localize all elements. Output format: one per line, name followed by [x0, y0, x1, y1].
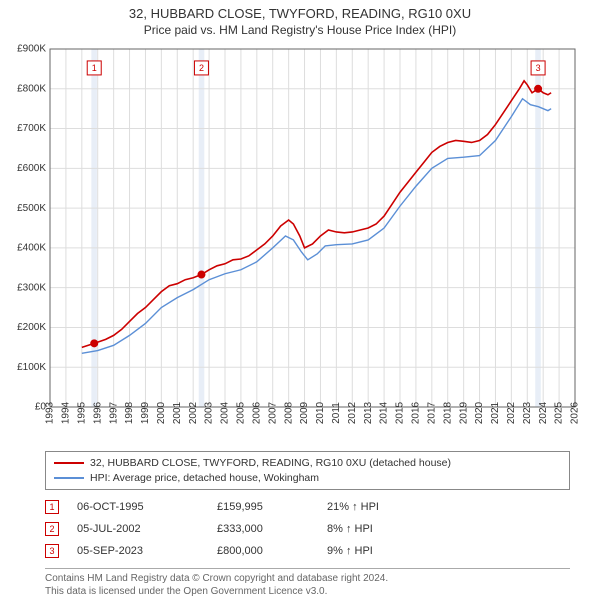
x-tick-label: 2019	[458, 401, 469, 424]
sale-row: 1 06-OCT-1995£159,99521% ↑ HPI	[45, 496, 570, 518]
x-tick-label: 1998	[124, 401, 135, 424]
sale-dot	[198, 271, 205, 278]
legend-label: 32, HUBBARD CLOSE, TWYFORD, READING, RG1…	[90, 456, 451, 471]
sale-price: £159,995	[217, 501, 327, 513]
x-tick-label: 2004	[220, 401, 231, 424]
legend-label: HPI: Average price, detached house, Woki…	[90, 471, 319, 486]
x-tick-label: 2005	[236, 401, 247, 424]
x-tick-label: 2000	[156, 401, 167, 424]
x-tick-label: 1999	[140, 401, 151, 424]
footer-attribution: Contains HM Land Registry data © Crown c…	[45, 568, 570, 598]
highlight-band	[199, 49, 205, 407]
sale-date: 06-OCT-1995	[77, 501, 217, 513]
sale-marker-number: 3	[536, 63, 541, 73]
x-tick-label: 2003	[204, 401, 215, 424]
sale-marker-ref: 1	[45, 500, 59, 514]
x-tick-label: 2026	[570, 401, 581, 424]
y-tick-label: £400K	[17, 243, 46, 254]
y-tick-label: £300K	[17, 282, 46, 293]
x-tick-label: 2024	[538, 401, 549, 424]
x-tick-label: 2011	[331, 402, 342, 424]
x-tick-label: 2025	[554, 401, 565, 424]
x-tick-label: 2016	[411, 401, 422, 424]
x-tick-label: 2017	[426, 401, 437, 424]
sale-date: 05-SEP-2023	[77, 545, 217, 557]
x-tick-label: 2020	[474, 401, 485, 424]
legend-swatch	[54, 477, 84, 479]
sales-table: 1 06-OCT-1995£159,99521% ↑ HPI 2 05-JUL-200…	[45, 496, 570, 562]
sale-marker-ref: 2	[45, 522, 59, 536]
x-tick-label: 2018	[442, 401, 453, 424]
x-tick-label: 2002	[188, 401, 199, 424]
y-tick-label: £600K	[17, 163, 46, 174]
y-tick-label: £200K	[17, 322, 46, 333]
x-tick-label: 1995	[76, 401, 87, 424]
x-tick-label: 2012	[347, 401, 358, 424]
sale-dot	[91, 340, 98, 347]
x-tick-label: 2006	[251, 401, 262, 424]
highlight-band	[535, 49, 541, 407]
chart-svg: £0£100K£200K£300K£400K£500K£600K£700K£80…	[0, 37, 600, 447]
x-tick-label: 2014	[379, 401, 390, 424]
legend-item: 32, HUBBARD CLOSE, TWYFORD, READING, RG1…	[54, 456, 561, 471]
x-tick-label: 2010	[315, 401, 326, 424]
sale-dot	[535, 85, 542, 92]
x-tick-label: 1997	[108, 401, 119, 424]
legend-item: HPI: Average price, detached house, Woki…	[54, 471, 561, 486]
sale-marker-number: 1	[92, 63, 97, 73]
sale-row: 2 05-JUL-2002£333,0008% ↑ HPI	[45, 518, 570, 540]
x-tick-label: 2007	[267, 401, 278, 424]
legend: 32, HUBBARD CLOSE, TWYFORD, READING, RG1…	[45, 451, 570, 490]
x-tick-label: 2022	[506, 401, 517, 424]
y-tick-label: £800K	[17, 83, 46, 94]
x-tick-label: 2021	[490, 401, 501, 424]
y-tick-label: £100K	[17, 362, 46, 373]
x-tick-label: 1996	[92, 401, 103, 424]
sale-marker-number: 2	[199, 63, 204, 73]
sale-delta: 9% ↑ HPI	[327, 545, 447, 557]
sale-delta: 8% ↑ HPI	[327, 523, 447, 535]
y-tick-label: £700K	[17, 123, 46, 134]
x-tick-label: 2001	[172, 401, 183, 424]
x-tick-label: 2008	[283, 401, 294, 424]
highlight-band	[91, 49, 97, 407]
sale-price: £800,000	[217, 545, 327, 557]
x-tick-label: 2013	[363, 401, 374, 424]
chart-title-block: 32, HUBBARD CLOSE, TWYFORD, READING, RG1…	[0, 0, 600, 37]
x-tick-label: 1993	[45, 401, 56, 424]
x-tick-label: 1994	[61, 401, 72, 424]
y-tick-label: £500K	[17, 203, 46, 214]
sale-delta: 21% ↑ HPI	[327, 501, 447, 513]
title-address: 32, HUBBARD CLOSE, TWYFORD, READING, RG1…	[0, 6, 600, 21]
chart-area: £0£100K£200K£300K£400K£500K£600K£700K£80…	[0, 37, 600, 447]
title-subtitle: Price paid vs. HM Land Registry's House …	[0, 23, 600, 37]
legend-swatch	[54, 462, 84, 464]
sale-date: 05-JUL-2002	[77, 523, 217, 535]
footer-line2: This data is licensed under the Open Gov…	[45, 585, 570, 598]
sale-marker-ref: 3	[45, 544, 59, 558]
x-tick-label: 2009	[299, 401, 310, 424]
sale-price: £333,000	[217, 523, 327, 535]
sale-row: 3 05-SEP-2023£800,0009% ↑ HPI	[45, 540, 570, 562]
x-tick-label: 2015	[395, 401, 406, 424]
x-tick-label: 2023	[522, 401, 533, 424]
footer-line1: Contains HM Land Registry data © Crown c…	[45, 572, 570, 585]
y-tick-label: £900K	[17, 44, 46, 55]
